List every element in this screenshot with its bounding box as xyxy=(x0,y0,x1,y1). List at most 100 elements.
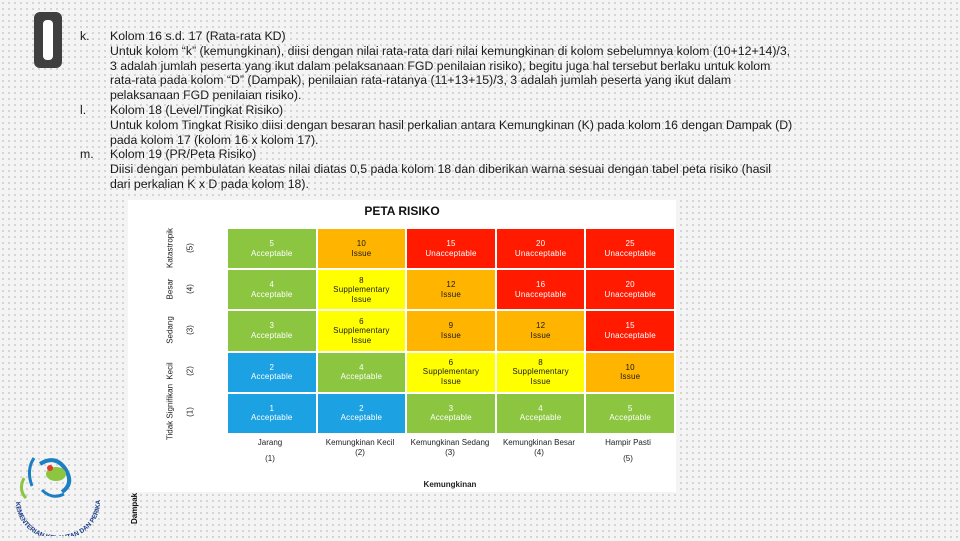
risk-cell: 20 Unacceptable xyxy=(585,269,675,311)
risk-cell-value: 15 xyxy=(446,239,456,249)
risk-cell: 6 Supplementary Issue xyxy=(406,351,496,393)
logo-text: KEMENTERIAN KELAUTAN DAN PERIKANAN xyxy=(4,440,102,536)
risk-cell-label: Acceptable xyxy=(251,330,293,340)
risk-cell: 25 Unacceptable xyxy=(585,228,675,270)
x-label-num: (4) xyxy=(534,448,544,457)
y-axis-title: Dampak xyxy=(130,492,139,524)
risk-cell-value: 4 xyxy=(538,403,543,413)
y-label-5: Katastropik (5) xyxy=(158,227,198,268)
risk-cell-label: Supplementary Issue xyxy=(333,326,390,345)
risk-cell: 6 Supplementary Issue xyxy=(316,310,407,352)
risk-cell-label: Unacceptable xyxy=(514,248,567,258)
risk-cell: 15 Unacceptable xyxy=(585,310,675,352)
kkp-logo-icon: KEMENTERIAN KELAUTAN DAN PERIKANAN xyxy=(2,435,102,541)
text-line: Diisi dengan pembulatan keatas nilai dia… xyxy=(110,162,772,177)
risk-cell: 2 Acceptable xyxy=(227,351,317,393)
risk-cell: 4 Acceptable xyxy=(495,392,586,434)
x-label-2: Kemungkinan Kecil (2) xyxy=(315,438,405,458)
y-label-3: Sedang (3) xyxy=(158,309,198,350)
x-label-4: Kemungkinan Besar (4) xyxy=(494,438,584,458)
risk-cell: 3 Acceptable xyxy=(227,310,317,352)
risk-cell-value: 12 xyxy=(446,280,456,290)
risk-cell-value: 5 xyxy=(269,239,275,249)
risk-cell-value: 4 xyxy=(359,362,364,372)
risk-cell-value: 10 xyxy=(625,362,635,372)
list-content: Kolom 16 s.d. 17 (Rata-rata KD) Untuk ko… xyxy=(110,29,910,103)
risk-cell: 10 Issue xyxy=(585,351,675,393)
risk-cell-value: 1 xyxy=(269,403,275,413)
text-line: dari perkalian K x D pada kolom 18). xyxy=(110,176,309,191)
risk-cell-value: 8 xyxy=(359,275,364,285)
risk-cell-label: Issue xyxy=(440,289,462,299)
risk-cell: 1 Acceptable xyxy=(227,392,317,434)
risk-cell-value: 12 xyxy=(535,321,546,331)
list-item-k: k. Kolom 16 s.d. 17 (Rata-rata KD) Untuk… xyxy=(80,29,910,103)
list-content: Kolom 19 (PR/Peta Risiko) Diisi dengan p… xyxy=(110,147,910,191)
risk-cell: 15 Unacceptable xyxy=(406,228,496,270)
y-label-num: (4) xyxy=(185,283,195,294)
y-label-num: (5) xyxy=(185,242,195,253)
risk-cell-value: 6 xyxy=(448,357,454,367)
risk-cell-value: 15 xyxy=(625,321,635,331)
list-item-l: l. Kolom 18 (Level/Tingkat Risiko) Untuk… xyxy=(80,103,910,147)
risk-cell-label: Acceptable xyxy=(251,413,293,423)
text-line: Kolom 18 (Level/Tingkat Risiko) xyxy=(110,102,284,117)
x-label-num: (5) xyxy=(623,454,633,463)
text-line: rata-rata pada kolom “D” (Dampak), penil… xyxy=(110,73,732,88)
instruction-text-block: k. Kolom 16 s.d. 17 (Rata-rata KD) Untuk… xyxy=(80,29,910,192)
x-label-3: Kemungkinan Sedang (3) xyxy=(405,438,495,458)
risk-cell-label: Acceptable xyxy=(340,372,383,382)
text-line: Kolom 16 s.d. 17 (Rata-rata KD) xyxy=(110,29,286,43)
x-label-num: (3) xyxy=(445,448,455,457)
risk-cell-value: 9 xyxy=(448,321,454,331)
risk-cell-value: 3 xyxy=(448,403,454,413)
risk-cell: 16 Unacceptable xyxy=(495,269,586,311)
risk-cell: 9 Issue xyxy=(406,310,496,352)
x-label-1: Jarang (1) xyxy=(225,438,315,464)
x-label-name: Hampir Pasti xyxy=(605,438,651,447)
y-label-name: Katastropik xyxy=(165,227,175,268)
risk-cell: 3 Acceptable xyxy=(406,392,496,434)
risk-cell-label: Acceptable xyxy=(340,413,383,423)
risk-cell-label: Issue xyxy=(620,372,641,382)
text-line: Untuk kolom “k” (kemungkinan), diisi den… xyxy=(110,43,791,58)
risk-cell-label: Acceptable xyxy=(251,289,293,299)
y-label-name: Sedang xyxy=(165,315,175,344)
x-label-name: Kemungkinan Kecil xyxy=(325,438,395,447)
risk-cell-label: Issue xyxy=(351,248,372,258)
risk-map-title: PETA RISIKO xyxy=(364,204,440,218)
risk-cell-value: 10 xyxy=(356,239,367,249)
y-label-num: (2) xyxy=(185,365,195,376)
x-label-5: Hampir Pasti (5) xyxy=(583,438,673,464)
risk-cell-label: Unacceptable xyxy=(425,248,477,258)
risk-cell-label: Issue xyxy=(530,330,551,340)
risk-cell-value: 4 xyxy=(269,280,275,290)
risk-cell-label: Unacceptable xyxy=(514,289,567,299)
y-label-name: Tidak Signifikan xyxy=(165,383,175,440)
risk-cell-value: 8 xyxy=(538,357,543,367)
risk-cell: 5 Acceptable xyxy=(585,392,675,434)
risk-cell: 5 Acceptable xyxy=(227,228,317,270)
x-label-num: (2) xyxy=(355,448,365,457)
risk-cell: 20 Unacceptable xyxy=(495,228,586,270)
risk-cell-label: Unacceptable xyxy=(604,289,656,299)
text-line: 3 adalah jumlah peserta yang ikut dalam … xyxy=(110,58,771,73)
list-content: Kolom 18 (Level/Tingkat Risiko) Untuk ko… xyxy=(110,103,910,147)
risk-cell: 4 Acceptable xyxy=(227,269,317,311)
risk-cell-label: Acceptable xyxy=(430,413,472,423)
y-label-2: Kecil (2) xyxy=(158,350,198,391)
kkp-logo: KEMENTERIAN KELAUTAN DAN PERIKANAN xyxy=(2,435,104,541)
risk-cell-value: 2 xyxy=(359,403,364,413)
risk-cell-value: 20 xyxy=(535,239,546,249)
text-line: pada kolom 17 (kolom 16 x kolom 17). xyxy=(110,132,319,147)
text-line: Untuk kolom Tingkat Risiko diisi dengan … xyxy=(110,117,793,132)
risk-cell: 10 Issue xyxy=(316,228,407,270)
list-marker: k. xyxy=(80,29,90,43)
slide-accent-bar xyxy=(34,12,62,68)
risk-cell-label: Supplementary Issue xyxy=(512,367,569,386)
risk-cell-value: 20 xyxy=(625,280,635,290)
y-label-1: Tidak Signifikan (1) xyxy=(158,383,198,439)
x-label-name: Kemungkinan Sedang xyxy=(410,438,490,447)
risk-cell-label: Acceptable xyxy=(609,413,651,423)
list-item-m: m. Kolom 19 (PR/Peta Risiko) Diisi denga… xyxy=(80,147,910,191)
